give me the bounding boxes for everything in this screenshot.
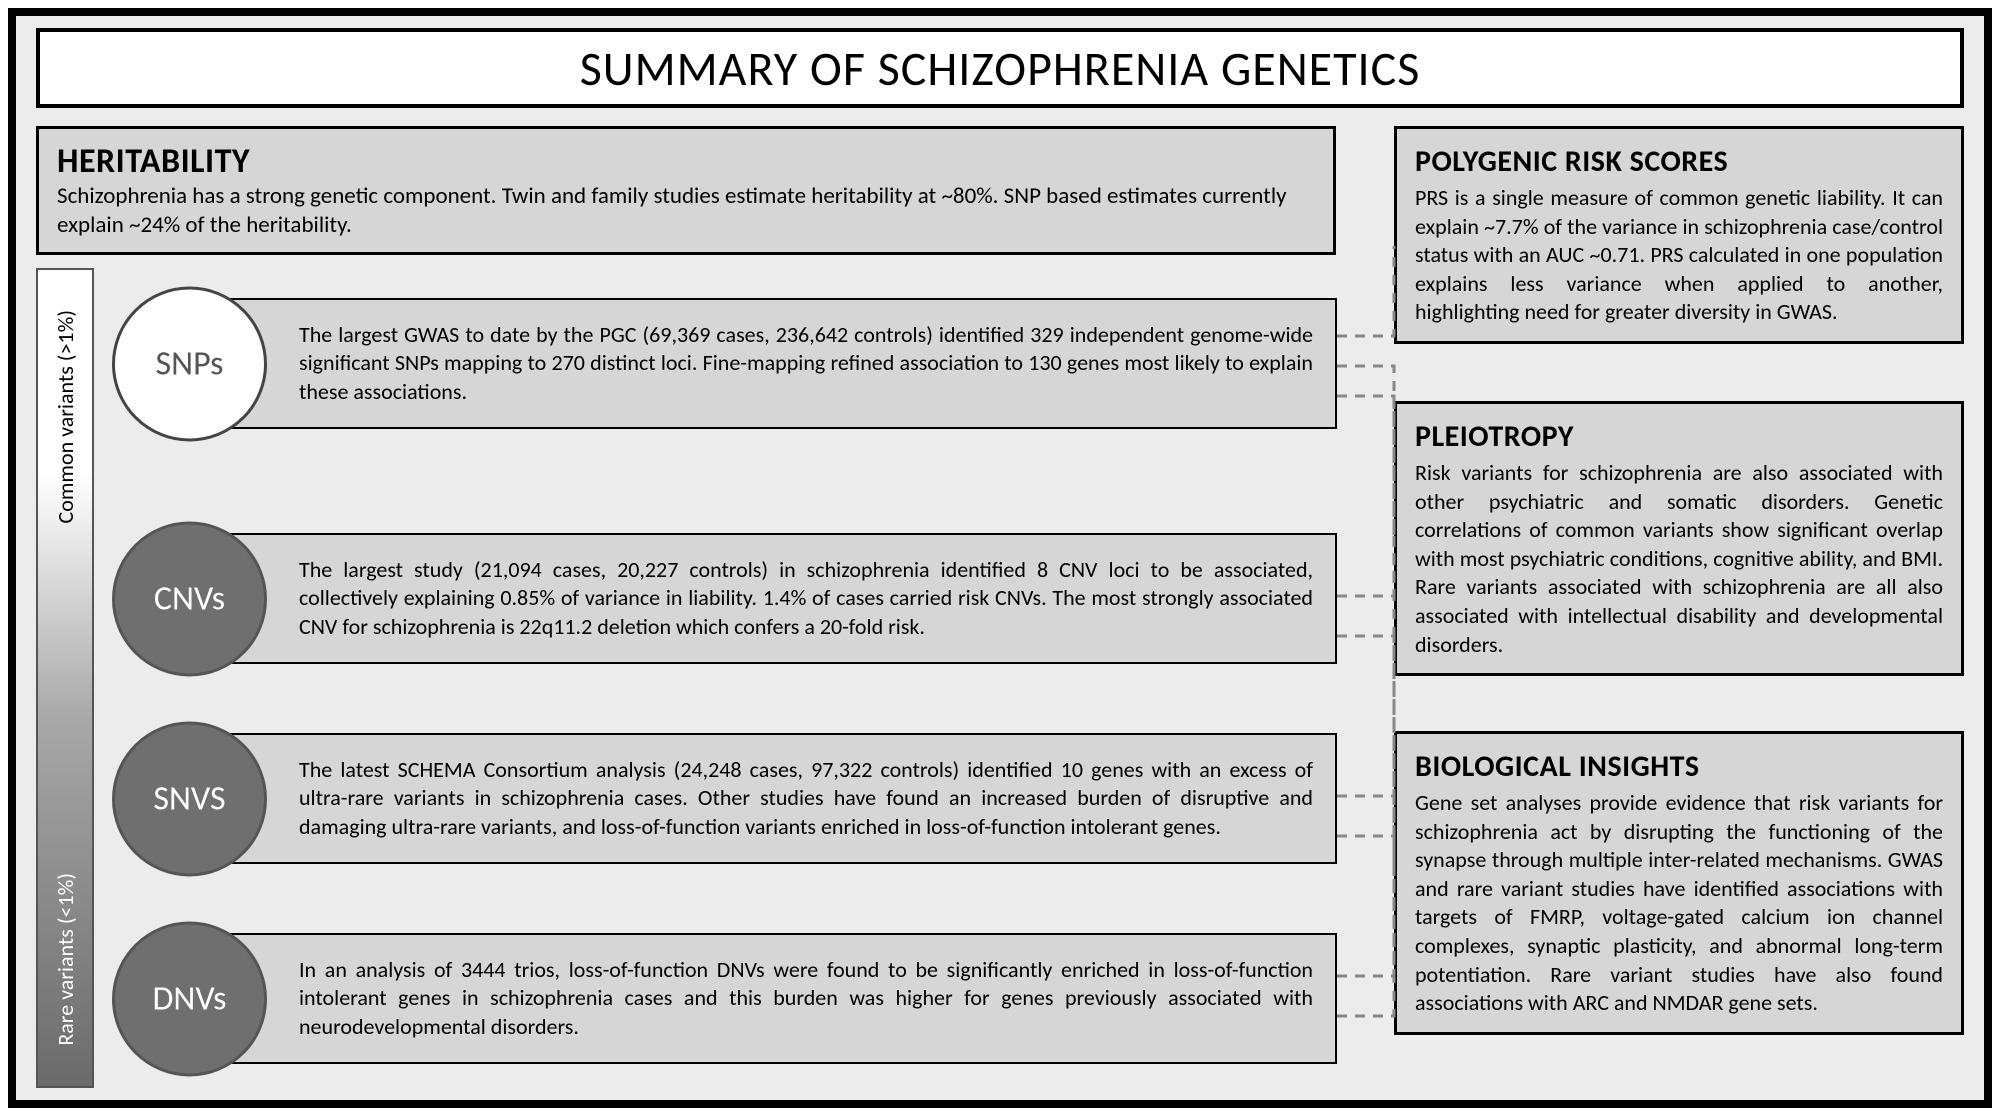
snvs-description: The latest SCHEMA Consortium analysis (2… (207, 733, 1337, 864)
heritability-body: Schizophrenia has a strong genetic compo… (57, 182, 1315, 240)
infographic-frame: SUMMARY OF SCHIZOPHRENIA GENETICS HERITA… (8, 8, 1992, 1108)
snps-description: The largest GWAS to date by the PGC (69,… (207, 298, 1337, 429)
prs-box: POLYGENIC RISK SCORES PRS is a single me… (1394, 126, 1964, 344)
biological-box: BIOLOGICAL INSIGHTS Gene set analyses pr… (1394, 731, 1964, 1035)
biological-title: BIOLOGICAL INSIGHTS (1415, 748, 1943, 785)
heritability-box: HERITABILITY Schizophrenia has a strong … (36, 126, 1336, 255)
heritability-title: HERITABILITY (57, 141, 1315, 182)
frequency-gradient-bar: Common variants (>1%) Rare variants (<1%… (36, 268, 94, 1088)
variant-row-dnvs: In an analysis of 3444 trios, loss-of-fu… (112, 921, 1337, 1076)
cnvs-circle: CNVs (112, 521, 267, 676)
dnvs-circle: DNVs (112, 921, 267, 1076)
snps-circle: SNPs (112, 286, 267, 441)
main-title: SUMMARY OF SCHIZOPHRENIA GENETICS (580, 39, 1421, 98)
prs-title: POLYGENIC RISK SCORES (1415, 143, 1943, 180)
variant-row-snps: The largest GWAS to date by the PGC (69,… (112, 286, 1337, 441)
cnvs-description: The largest study (21,094 cases, 20,227 … (207, 533, 1337, 664)
gradient-label-common: Common variants (>1%) (52, 310, 79, 524)
variant-row-snvs: The latest SCHEMA Consortium analysis (2… (112, 721, 1337, 876)
biological-body: Gene set analyses provide evidence that … (1415, 789, 1943, 1018)
prs-body: PRS is a single measure of common geneti… (1415, 184, 1943, 327)
gradient-label-rare: Rare variants (<1%) (52, 873, 79, 1046)
snvs-circle: SNVS (112, 721, 267, 876)
title-bar: SUMMARY OF SCHIZOPHRENIA GENETICS (36, 28, 1964, 108)
pleiotropy-box: PLEIOTROPY Risk variants for schizophren… (1394, 401, 1964, 676)
pleiotropy-title: PLEIOTROPY (1415, 418, 1943, 455)
variant-row-cnvs: The largest study (21,094 cases, 20,227 … (112, 521, 1337, 676)
pleiotropy-body: Risk variants for schizophrenia are also… (1415, 459, 1943, 659)
dnvs-description: In an analysis of 3444 trios, loss-of-fu… (207, 933, 1337, 1064)
